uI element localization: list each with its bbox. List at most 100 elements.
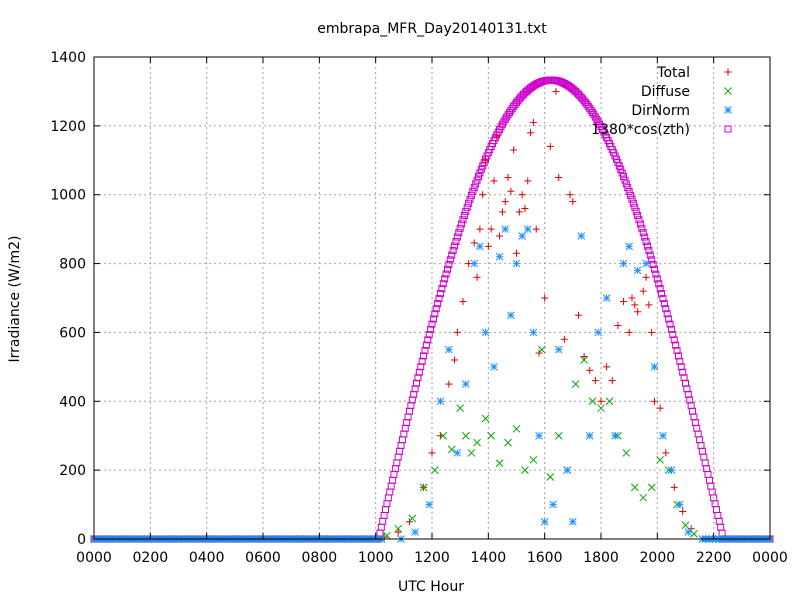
chart-title: embrapa_MFR_Day20140131.txt <box>317 21 547 37</box>
point-clear-sky <box>394 453 402 461</box>
point-diffuse <box>622 449 631 457</box>
point-clear-sky <box>662 305 670 313</box>
point-clear-sky <box>421 347 429 355</box>
point-dirnorm <box>577 232 586 240</box>
point-clear-sky <box>456 224 464 232</box>
point-clear-sky <box>694 430 702 438</box>
point-dirnorm <box>602 294 611 302</box>
point-total <box>515 208 523 216</box>
point-total <box>532 225 540 233</box>
point-clear-sky <box>620 173 628 181</box>
point-dirnorm <box>501 225 510 233</box>
point-clear-sky <box>390 470 398 478</box>
point-diffuse <box>605 397 614 406</box>
point-total <box>453 328 461 336</box>
y-tick-label: 1200 <box>50 119 86 135</box>
point-clear-sky <box>652 270 660 278</box>
x-axis-label: UTC Hour <box>398 579 464 595</box>
point-clear-sky <box>459 216 467 224</box>
point-dirnorm <box>642 259 650 268</box>
point-total <box>656 404 664 412</box>
x-tick-label: 0600 <box>245 550 281 566</box>
point-clear-sky <box>466 195 474 203</box>
point-clear-sky <box>469 187 477 195</box>
point-dirnorm <box>495 252 504 261</box>
point-clear-sky <box>665 315 673 323</box>
point-total <box>625 328 633 336</box>
point-clear-sky <box>473 176 481 184</box>
point-clear-sky <box>673 347 681 355</box>
legend: Total Diffuse DirNorm 1380*cos(zth) <box>591 65 732 138</box>
point-clear-sky <box>386 488 394 496</box>
point-clear-sky <box>622 180 630 188</box>
series-layer <box>90 76 774 543</box>
point-clear-sky <box>708 488 716 496</box>
point-clear-sky <box>660 300 668 308</box>
point-clear-sky <box>377 523 385 531</box>
point-clear-sky <box>712 506 720 514</box>
point-diffuse <box>481 414 490 423</box>
point-diffuse <box>639 493 648 502</box>
point-clear-sky <box>667 325 675 333</box>
point-clear-sky <box>638 224 646 232</box>
point-total <box>634 308 642 316</box>
point-total <box>496 232 504 240</box>
point-dirnorm <box>529 328 538 337</box>
point-dirnorm <box>476 242 484 251</box>
point-diffuse <box>529 455 538 464</box>
point-clear-sky <box>396 447 404 455</box>
point-diffuse <box>394 524 403 533</box>
point-clear-sky <box>414 374 422 382</box>
point-dirnorm <box>611 431 619 440</box>
point-dirnorm <box>549 500 557 509</box>
point-clear-sky <box>691 419 699 427</box>
point-dirnorm <box>470 259 479 268</box>
point-clear-sky <box>436 290 444 298</box>
point-clear-sky <box>714 511 722 519</box>
point-clear-sky <box>674 352 682 360</box>
point-clear-sky <box>405 407 413 415</box>
point-clear-sky <box>376 529 384 537</box>
point-dirnorm <box>540 517 549 526</box>
x-tick-label: 2000 <box>640 550 676 566</box>
x-tick-label: 1200 <box>414 550 450 566</box>
point-dirnorm <box>490 363 498 371</box>
point-clear-sky <box>445 261 453 269</box>
point-total <box>490 177 498 185</box>
x-tick-label: 1800 <box>583 550 619 566</box>
point-clear-sky <box>467 191 475 199</box>
point-clear-sky <box>717 523 725 531</box>
point-diffuse <box>439 431 448 440</box>
point-diffuse <box>495 459 504 468</box>
point-clear-sky <box>425 331 433 339</box>
point-clear-sky <box>380 511 388 519</box>
point-dirnorm <box>667 466 676 474</box>
point-clear-sky <box>624 184 632 192</box>
point-clear-sky <box>648 256 656 264</box>
point-dirnorm <box>659 431 667 440</box>
point-total <box>608 377 616 385</box>
x-tick-label: 1000 <box>358 550 394 566</box>
point-clear-sky <box>705 476 713 484</box>
y-tick-label: 800 <box>59 257 86 273</box>
point-diffuse <box>461 431 470 440</box>
point-total <box>459 297 467 305</box>
point-dirnorm <box>563 466 572 474</box>
point-dirnorm <box>453 449 462 457</box>
point-clear-sky <box>429 315 437 323</box>
y-tick-label: 600 <box>59 325 86 341</box>
point-total <box>479 191 487 199</box>
point-clear-sky <box>658 290 666 298</box>
point-dirnorm <box>411 528 419 536</box>
point-clear-sky <box>645 247 653 255</box>
point-clear-sky <box>651 265 659 273</box>
point-clear-sky <box>621 176 629 184</box>
point-dirnorm <box>594 328 603 337</box>
point-clear-sky <box>451 242 459 250</box>
point-clear-sky <box>631 203 639 211</box>
point-diffuse <box>504 438 512 447</box>
point-clear-sky <box>659 295 667 303</box>
point-diffuse <box>487 431 496 440</box>
